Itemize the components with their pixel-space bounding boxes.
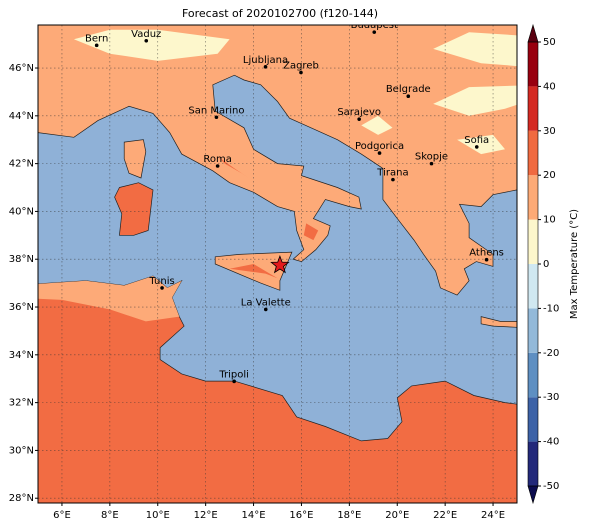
- city-label: Athens: [469, 248, 504, 259]
- city-label: Budapest: [351, 20, 398, 31]
- colorbar-tick-label: -50: [543, 481, 559, 492]
- crete: [480, 316, 517, 328]
- colorbar: -50 -40 -30 -20 -10 0 10 20 30 40 50 Max Temperatur…: [527, 23, 580, 505]
- colorbar-tick-label: -30: [543, 392, 559, 403]
- warm-zone: [303, 223, 319, 241]
- colorbar-bin: [528, 42, 538, 87]
- city-label: Podgorica: [355, 141, 404, 152]
- colorbar-bin: [528, 352, 538, 398]
- city-dot: [263, 65, 268, 69]
- x-tick-label: 8°E: [101, 510, 119, 521]
- colorbar-tick-label: 20: [543, 170, 556, 181]
- city-dot: [160, 286, 164, 290]
- x-tick-label: 22°E: [433, 510, 457, 521]
- colorbar-label: Max Temperature (°C): [569, 209, 580, 319]
- city-dot: [232, 379, 236, 384]
- cool-zone: [433, 32, 517, 67]
- warm-zone: [229, 264, 278, 279]
- city-label: Belgrade: [386, 84, 431, 95]
- city-dot: [357, 117, 361, 121]
- city-label: Ljubljana: [243, 55, 288, 66]
- x-tick-label: 24°E: [481, 510, 505, 521]
- x-tick-label: 6°E: [53, 510, 71, 521]
- city-label: Tripoli: [218, 369, 249, 380]
- colorbar-bin: [528, 219, 538, 264]
- y-tick-label: 36°N: [9, 302, 34, 313]
- city-dot: [429, 161, 434, 166]
- colorbar-bin: [528, 130, 538, 176]
- city-label: Sarajevo: [337, 107, 381, 118]
- colorbar-bin: [528, 308, 538, 353]
- city-label: Tirana: [376, 168, 408, 179]
- y-tick-label: 44°N: [9, 111, 34, 122]
- y-tick-label: 32°N: [9, 398, 34, 409]
- city-label: San Marino: [188, 105, 244, 116]
- colorbar-tick-label: 0: [543, 259, 549, 270]
- colorbar-tick-label: -20: [543, 348, 559, 359]
- y-tick-label: 38°N: [9, 254, 34, 265]
- y-tick-label: 28°N: [9, 493, 34, 504]
- city-dot: [406, 94, 411, 99]
- event-star: [270, 255, 290, 274]
- y-tick-label: 30°N: [9, 445, 34, 456]
- city-dot: [214, 115, 219, 120]
- x-tick-label: 12°E: [194, 510, 218, 521]
- colorbar-tick-label: -40: [543, 437, 559, 448]
- title: Forecast of 2020102700 (f120-144): [182, 7, 378, 20]
- colorbar-under: [527, 485, 539, 505]
- colorbar-over: [527, 23, 539, 43]
- colorbar-tick-label: 10: [543, 215, 556, 226]
- colorbar-bin: [528, 175, 538, 220]
- x-tick-label: 20°E: [385, 510, 409, 521]
- city-dot: [144, 38, 149, 43]
- sardinia: [114, 182, 154, 236]
- colorbar-bin: [528, 86, 538, 131]
- city-dot: [484, 257, 489, 262]
- city-dot: [474, 145, 479, 149]
- y-tick-label: 42°N: [9, 159, 34, 170]
- city-label: Skopje: [415, 152, 448, 163]
- x-tick-label: 14°E: [242, 510, 266, 521]
- colorbar-tick-label: 30: [543, 126, 556, 137]
- city-label: La Valette: [241, 297, 291, 308]
- y-tick-label: 40°N: [9, 206, 34, 217]
- city-label: Sofia: [464, 135, 489, 146]
- city-label: Zagreb: [283, 61, 319, 72]
- y-tick-label: 34°N: [9, 350, 34, 361]
- colorbar-bin: [528, 264, 538, 309]
- city-label: Roma: [203, 154, 232, 165]
- colorbar-bin: [528, 441, 538, 486]
- cool-zone: [433, 85, 517, 116]
- city-dot: [391, 177, 395, 182]
- colorbar-tick-label: 50: [543, 37, 556, 48]
- europe-land: [38, 25, 517, 296]
- corsica: [123, 139, 147, 179]
- city-dot: [263, 307, 268, 312]
- map-frame: [37, 24, 518, 504]
- cool-zone: [73, 29, 230, 61]
- cool-zone: [361, 115, 393, 135]
- y-tick-label: 46°N: [9, 63, 34, 74]
- city-label: Tunis: [148, 276, 174, 287]
- city-dot: [299, 70, 303, 75]
- colorbar-bin: [528, 397, 538, 442]
- city-label: Vaduz: [131, 29, 161, 40]
- city-dot: [372, 30, 377, 34]
- city-dot: [377, 151, 382, 155]
- x-tick-label: 16°E: [289, 510, 313, 521]
- x-tick-label: 10°E: [146, 510, 170, 521]
- city-dot: [215, 164, 220, 168]
- colorbar-tick-label: 40: [543, 81, 556, 92]
- colorbar-tick-label: -10: [543, 303, 559, 314]
- africa-coast-zone: [38, 276, 182, 322]
- city-label: Bern: [85, 33, 108, 44]
- city-dot: [94, 43, 99, 48]
- x-tick-label: 18°E: [337, 510, 361, 521]
